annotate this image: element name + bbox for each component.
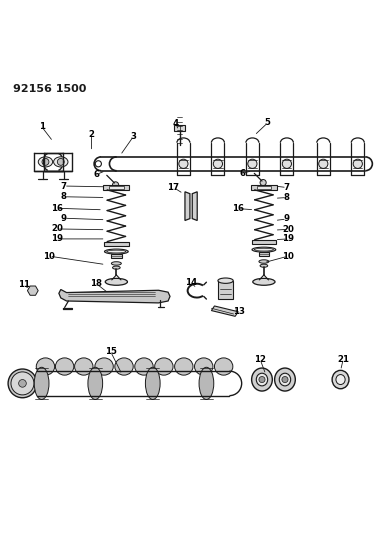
- Circle shape: [179, 159, 188, 168]
- Ellipse shape: [8, 369, 37, 398]
- Ellipse shape: [107, 250, 126, 253]
- Ellipse shape: [135, 358, 153, 375]
- Ellipse shape: [36, 358, 55, 375]
- Polygon shape: [192, 192, 197, 221]
- Ellipse shape: [38, 157, 52, 167]
- Ellipse shape: [113, 266, 120, 269]
- Ellipse shape: [260, 264, 268, 267]
- Text: 2: 2: [88, 130, 95, 139]
- Bar: [218, 281, 233, 299]
- Text: 4: 4: [173, 119, 179, 128]
- Circle shape: [282, 376, 288, 383]
- Ellipse shape: [252, 247, 276, 252]
- Text: 13: 13: [233, 307, 245, 316]
- Circle shape: [248, 159, 257, 168]
- Ellipse shape: [218, 278, 233, 284]
- Ellipse shape: [105, 278, 127, 285]
- Ellipse shape: [279, 373, 291, 386]
- Ellipse shape: [88, 367, 103, 399]
- Ellipse shape: [252, 368, 273, 391]
- Circle shape: [213, 159, 222, 168]
- Ellipse shape: [256, 373, 267, 386]
- Circle shape: [11, 372, 34, 395]
- Text: 16: 16: [232, 204, 244, 213]
- Text: 92156 1500: 92156 1500: [13, 84, 86, 94]
- Bar: [174, 125, 185, 131]
- Ellipse shape: [56, 358, 74, 375]
- Text: 21: 21: [337, 355, 349, 364]
- Ellipse shape: [95, 358, 113, 375]
- Ellipse shape: [195, 358, 213, 375]
- Text: 16: 16: [51, 204, 63, 213]
- Text: 19: 19: [282, 235, 294, 244]
- Ellipse shape: [155, 358, 173, 375]
- Text: 6: 6: [93, 170, 100, 179]
- Circle shape: [353, 159, 362, 168]
- Circle shape: [282, 159, 291, 168]
- Text: 20: 20: [282, 225, 294, 234]
- Ellipse shape: [254, 248, 273, 251]
- Text: 1: 1: [39, 122, 45, 131]
- Text: 9: 9: [284, 214, 290, 223]
- Ellipse shape: [146, 367, 160, 399]
- Text: 14: 14: [185, 278, 197, 287]
- Ellipse shape: [259, 260, 269, 263]
- Circle shape: [260, 180, 266, 185]
- Text: 17: 17: [167, 183, 179, 192]
- Ellipse shape: [112, 262, 121, 265]
- Text: 10: 10: [43, 252, 55, 261]
- Circle shape: [19, 379, 26, 387]
- Bar: [104, 243, 129, 246]
- Text: 3: 3: [130, 132, 137, 141]
- Circle shape: [95, 161, 102, 167]
- Circle shape: [113, 182, 119, 188]
- Text: 12: 12: [254, 355, 266, 364]
- Bar: [259, 252, 269, 256]
- Text: 6: 6: [239, 169, 245, 178]
- Ellipse shape: [74, 358, 93, 375]
- Bar: [252, 240, 276, 244]
- Text: 19: 19: [51, 235, 63, 244]
- Text: 7: 7: [61, 182, 67, 190]
- Ellipse shape: [105, 249, 128, 254]
- Bar: [251, 185, 277, 190]
- Ellipse shape: [336, 375, 345, 384]
- Ellipse shape: [332, 370, 349, 389]
- Ellipse shape: [34, 367, 49, 399]
- Text: 8: 8: [284, 193, 290, 202]
- Ellipse shape: [215, 358, 233, 375]
- Text: 18: 18: [90, 279, 102, 288]
- Ellipse shape: [54, 157, 68, 167]
- Bar: [109, 185, 124, 189]
- Text: 9: 9: [61, 214, 67, 223]
- Text: 11: 11: [18, 280, 30, 289]
- Polygon shape: [59, 289, 170, 303]
- Polygon shape: [212, 306, 238, 316]
- Polygon shape: [185, 192, 190, 221]
- Bar: [103, 185, 129, 190]
- Bar: [111, 254, 122, 258]
- Ellipse shape: [115, 358, 133, 375]
- Bar: [257, 185, 271, 189]
- Text: 20: 20: [51, 224, 63, 233]
- Ellipse shape: [253, 278, 275, 285]
- Text: 5: 5: [265, 118, 271, 127]
- Circle shape: [42, 158, 49, 165]
- Text: 8: 8: [61, 192, 67, 201]
- Circle shape: [58, 158, 64, 165]
- Ellipse shape: [174, 358, 193, 375]
- Text: 10: 10: [282, 252, 294, 261]
- Circle shape: [319, 159, 328, 168]
- Circle shape: [259, 376, 265, 383]
- Text: 15: 15: [105, 347, 117, 356]
- Ellipse shape: [199, 367, 214, 399]
- Text: 7: 7: [284, 183, 290, 192]
- Ellipse shape: [274, 368, 295, 391]
